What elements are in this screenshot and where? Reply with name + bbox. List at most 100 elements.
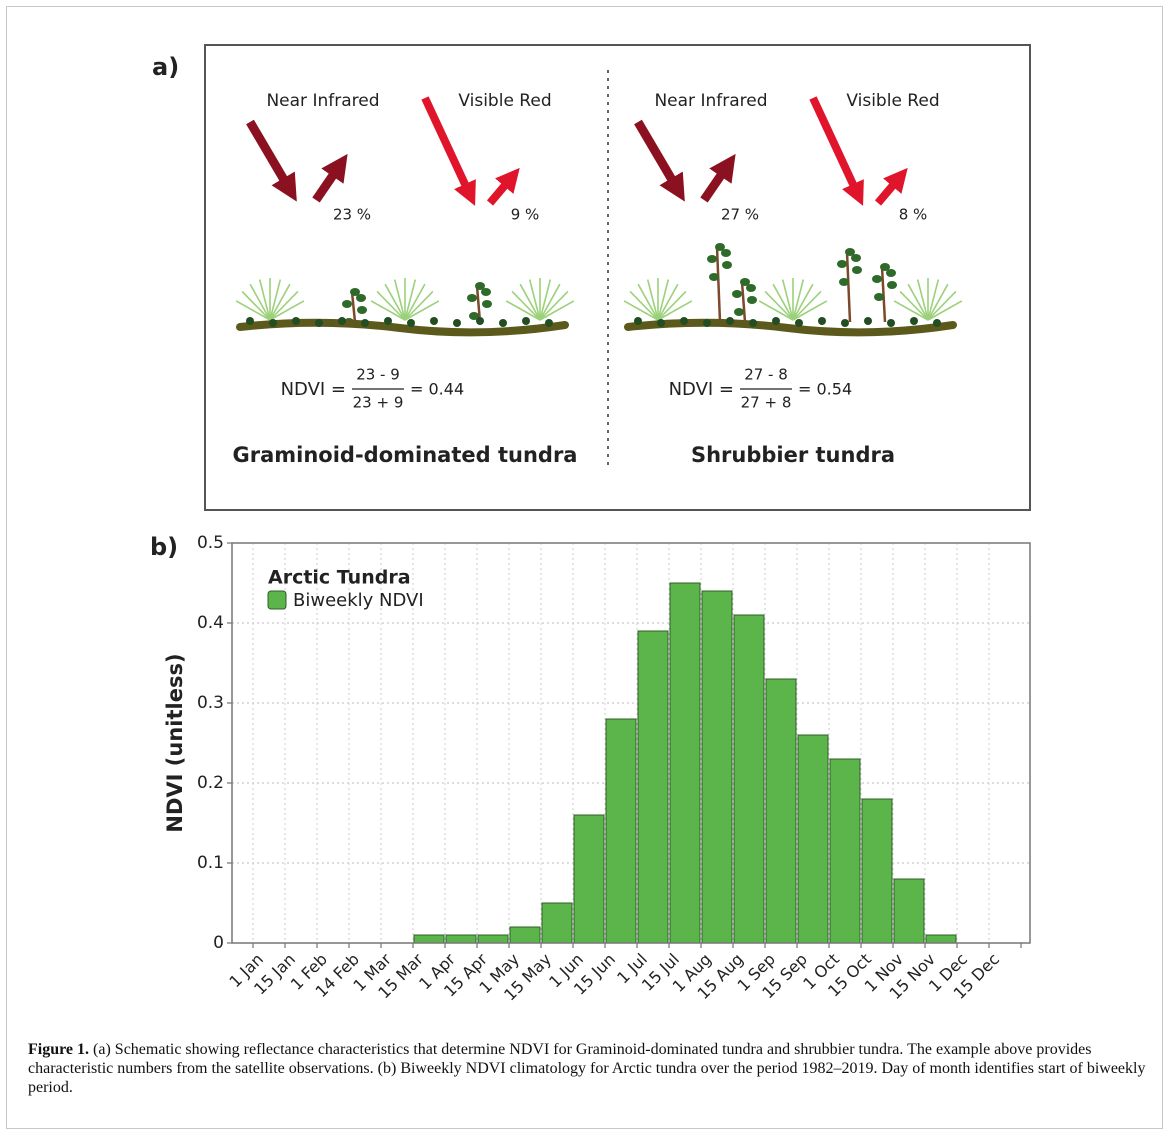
bar	[477, 934, 509, 944]
bar	[573, 814, 605, 944]
y-tick-label: 0	[213, 933, 224, 953]
leaf	[467, 294, 477, 302]
grass-blade	[404, 300, 440, 321]
shrub-stem	[475, 285, 482, 323]
leaf	[872, 275, 882, 283]
grass-blade	[907, 283, 929, 321]
grass-blade	[893, 300, 929, 321]
shrub-stem	[350, 291, 357, 323]
moss	[726, 317, 734, 325]
moss	[361, 319, 369, 327]
bar	[509, 926, 541, 944]
red-value: 9 %	[511, 206, 540, 224]
grass-blade	[528, 279, 541, 321]
grass-blade	[927, 290, 957, 321]
leaf	[837, 260, 847, 268]
grass-blade	[241, 290, 271, 321]
ndvi-label: NDVI =	[281, 379, 346, 400]
grass-blade	[505, 300, 541, 321]
bar	[605, 718, 637, 944]
grass-blade	[249, 283, 271, 321]
moss	[430, 317, 438, 325]
panel-b: b)NDVI (unitless)00.10.20.30.40.51 Jan15…	[150, 533, 1031, 1004]
grass-blade	[792, 300, 828, 321]
bar	[861, 798, 893, 944]
leaf	[482, 300, 492, 308]
leaf	[709, 273, 719, 281]
frame	[6, 6, 1163, 1129]
grass-blade	[519, 283, 541, 321]
moss	[315, 319, 323, 327]
red-label: Visible Red	[458, 91, 551, 111]
leaf	[746, 284, 756, 292]
grass-blade	[539, 279, 552, 321]
leaf	[886, 269, 896, 277]
moss	[522, 317, 530, 325]
bar	[765, 678, 797, 944]
bar	[733, 614, 765, 944]
figure: a) Near Infrared Visible Red 23 % 9 % NDVI =…	[150, 44, 1031, 1004]
y-tick-label: 0.3	[197, 693, 224, 713]
bar	[413, 934, 445, 944]
leaf	[357, 306, 367, 314]
leaf	[350, 288, 360, 296]
nir-label: Near Infrared	[266, 91, 379, 111]
ndvi-label: NDVI =	[669, 379, 734, 400]
grass-blade	[899, 290, 929, 321]
leaf	[845, 248, 855, 256]
moss	[933, 319, 941, 327]
caption-label: Figure 1.	[28, 1041, 90, 1058]
grass-blade	[657, 283, 679, 321]
denominator: 23 + 9	[353, 394, 404, 412]
grass-blade	[404, 283, 426, 321]
leaf	[475, 282, 485, 290]
ndvi-result: = 0.54	[798, 380, 852, 399]
grass-blade	[646, 279, 659, 321]
leaf	[851, 254, 861, 262]
nir-in-arrow	[246, 119, 297, 202]
grass-blade	[927, 283, 949, 321]
red-value: 8 %	[899, 206, 928, 224]
grass-blade	[269, 279, 282, 321]
moss	[453, 319, 461, 327]
grass-blade	[927, 279, 940, 321]
panel-a: Near Infrared Visible Red 23 % 9 % NDVI = 23 …	[233, 91, 963, 467]
grass-blade	[637, 283, 659, 321]
leaf	[715, 243, 725, 251]
numerator: 27 - 8	[744, 366, 788, 384]
legend-label: Biweekly NDVI	[293, 590, 424, 611]
caption-text: (a) Schematic showing reflectance charac…	[28, 1041, 1146, 1096]
leaf	[887, 281, 897, 289]
grass-blade	[384, 283, 406, 321]
ground	[236, 318, 569, 337]
moss	[499, 319, 507, 327]
moss	[292, 317, 300, 325]
y-tick-label: 0.4	[197, 613, 224, 633]
grass-blade	[792, 283, 814, 321]
nir-out-arrow	[700, 153, 736, 203]
moss	[657, 319, 665, 327]
grass-blade	[916, 279, 929, 321]
leaf	[740, 278, 750, 286]
moss	[749, 319, 757, 327]
grass-blade	[511, 290, 541, 321]
y-tick-label: 0.2	[197, 773, 224, 793]
grass-blade	[235, 300, 271, 321]
moss	[634, 317, 642, 325]
leaf	[839, 278, 849, 286]
grass-blade	[539, 300, 575, 321]
nir-label: Near Infrared	[654, 91, 767, 111]
grass-blade	[772, 283, 794, 321]
bar	[925, 934, 957, 944]
bar	[829, 758, 861, 944]
shrub-stem	[715, 246, 722, 323]
bar	[637, 630, 669, 944]
bar	[797, 734, 829, 944]
numerator: 23 - 9	[356, 366, 400, 384]
denominator: 27 + 8	[741, 394, 792, 412]
red-out-arrow	[874, 167, 908, 206]
schematic-column: Near Infrared Visible Red 27 % 8 % NDVI = 27 …	[623, 91, 963, 467]
grass-blade	[376, 290, 406, 321]
panel-label: a)	[152, 53, 179, 81]
leaf	[732, 290, 742, 298]
